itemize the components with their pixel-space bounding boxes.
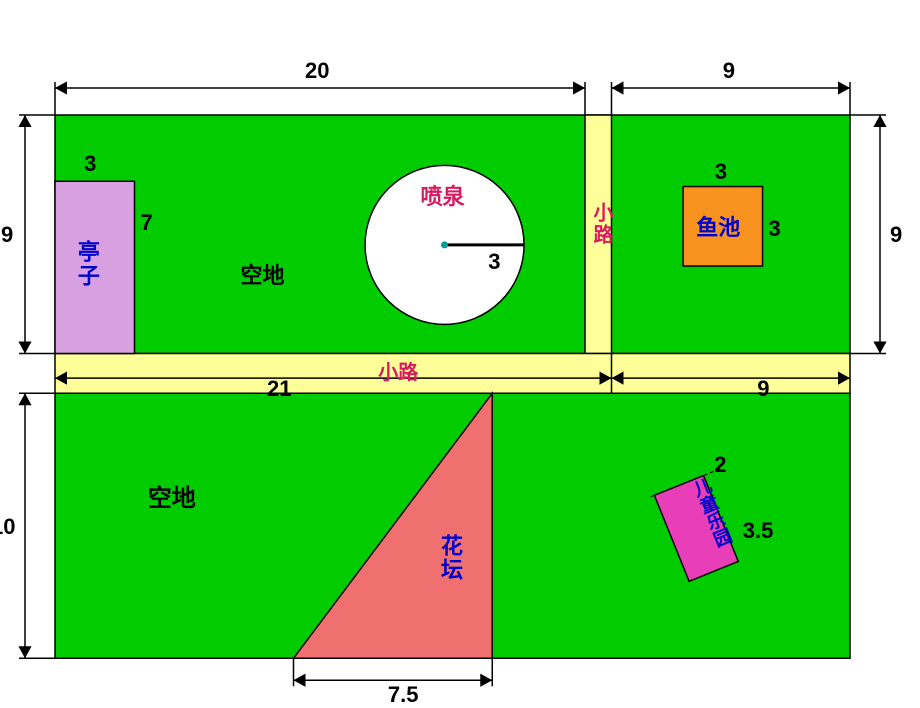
label-path-horizontal: 小路 [378, 356, 418, 385]
dim-left-9: 9 [1, 222, 13, 248]
dim-pavilion-h: 7 [141, 210, 153, 236]
dim-mid-21: 21 [267, 376, 291, 402]
label-pond: 鱼池 [696, 210, 740, 242]
dim-top-20: 20 [305, 58, 329, 84]
dim-pond-h: 3 [769, 216, 781, 242]
label-flowerbed: 花坛 [434, 534, 466, 582]
dim-base-7-5: 7.5 [388, 682, 419, 708]
dim-play-w: 2 [714, 452, 726, 478]
dim-top-9: 9 [723, 58, 735, 84]
dim-right-9: 9 [890, 222, 902, 248]
dim-pavilion-w: 3 [84, 151, 96, 177]
label-open-1: 空地 [241, 258, 285, 290]
label-pavilion: 亭子 [71, 240, 103, 288]
dim-left-10: 10 [0, 514, 15, 540]
dim-play-h: 3.5 [743, 518, 774, 544]
label-open-2: 空地 [148, 478, 196, 513]
dim-mid-9: 9 [757, 376, 769, 402]
label-path-vertical: 小路 [587, 202, 616, 246]
label-fountain: 喷泉 [421, 179, 465, 211]
dim-fountain-r: 3 [488, 249, 500, 275]
dim-pond-w: 3 [715, 159, 727, 185]
